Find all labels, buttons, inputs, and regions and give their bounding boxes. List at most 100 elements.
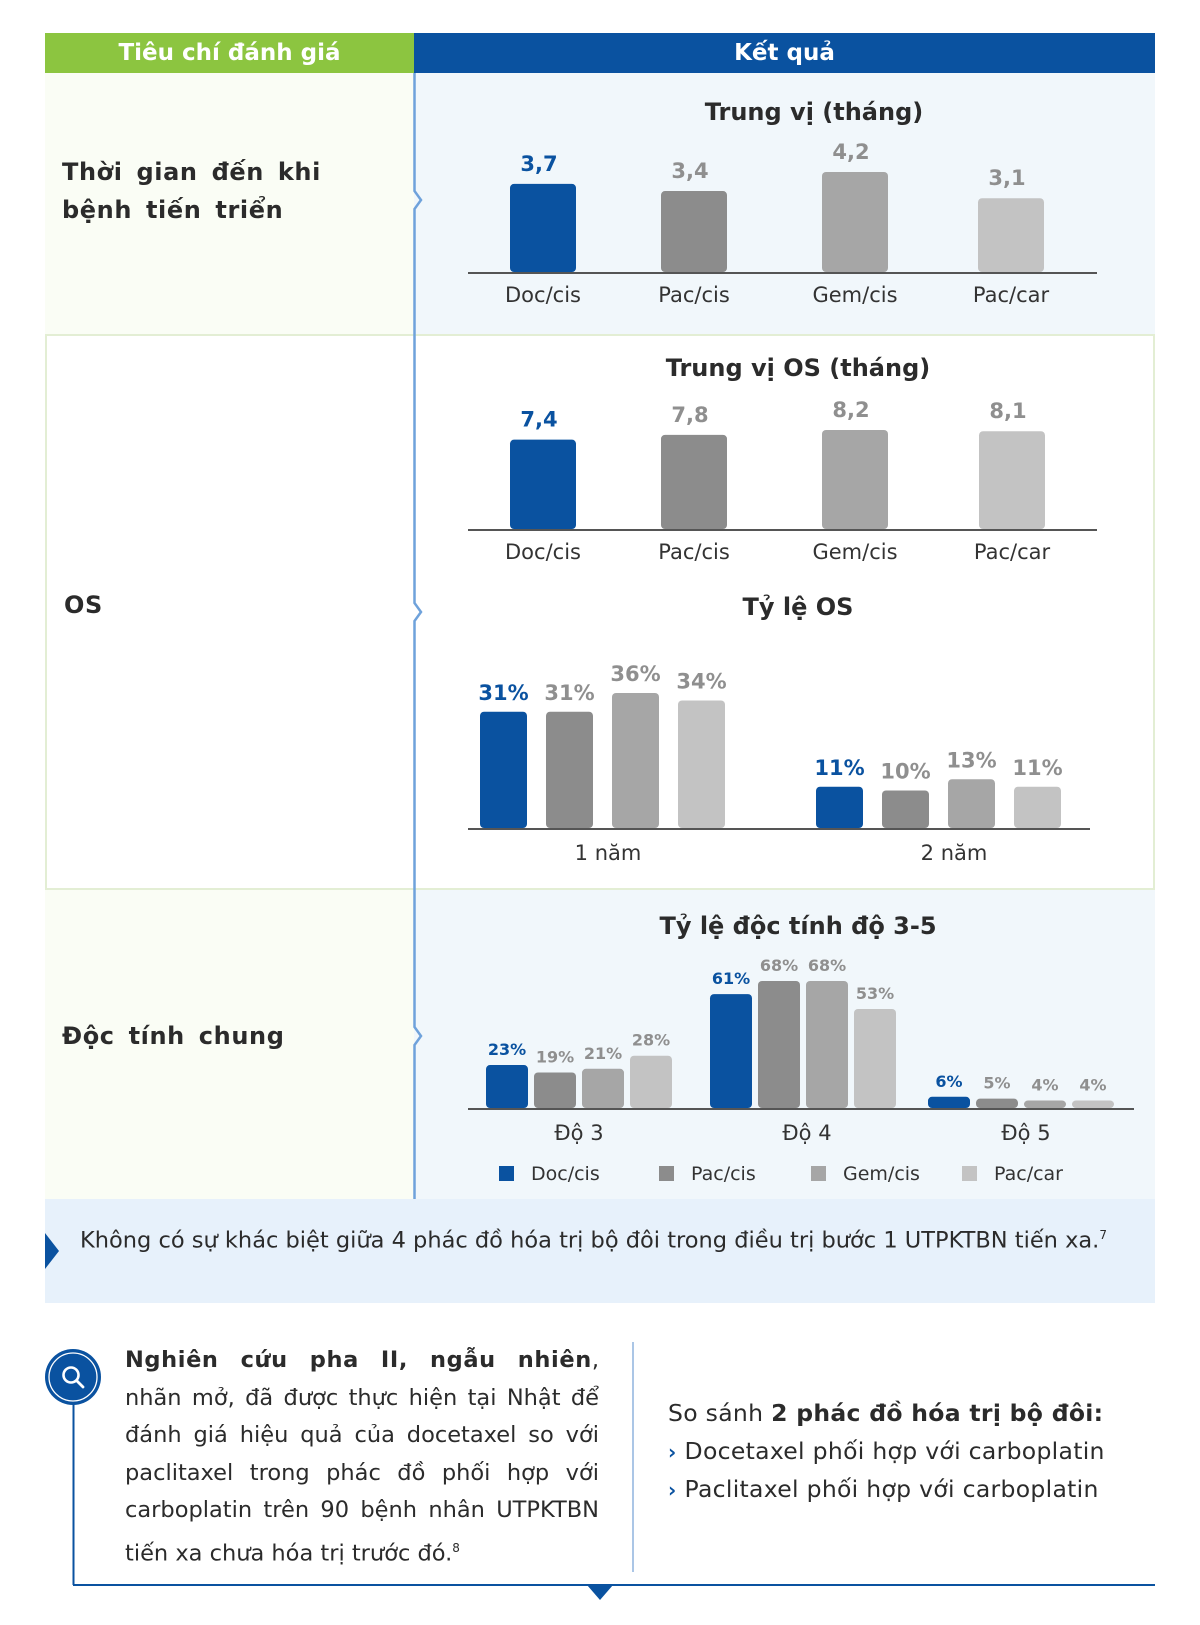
summary-text-body: Không có sự khác biệt giữa 4 phác đồ hóa… [80,1227,1100,1254]
x-tick-label: 1 năm [575,841,642,865]
chart-title: Trung vị OS (tháng) [666,354,931,382]
x-tick-label: Độ 4 [782,1121,831,1145]
chart-toxicity: Tỷ lệ độc tính độ 3-5 23% 19% 21% 28% Độ 3 61%… [468,912,1134,1185]
bar-doc-cis [510,439,576,529]
data-label: 3,1 [988,166,1025,190]
data-label: 8,2 [832,398,869,422]
data-label: 28% [632,1031,670,1050]
row-label-os: OS [64,591,103,619]
data-label: 6% [935,1072,962,1091]
compare-prefix: So sánh [668,1399,772,1427]
header-results: Kết quả [414,33,1155,73]
data-label: 31% [478,681,528,705]
data-label: 68% [808,956,846,975]
bar-gem-cis [806,981,848,1108]
bottom-arrow-icon [587,1585,613,1600]
legend-swatch [499,1166,514,1181]
x-tick-label: Doc/cis [505,540,581,564]
bar-pac-cis [534,1072,576,1108]
data-label: 61% [712,969,750,988]
data-label: 31% [544,681,594,705]
data-label: 10% [880,760,930,784]
chart-os-median: Trung vị OS (tháng) 7,4 Doc/cis 7,8 Pac/cis 8… [468,354,1097,564]
bar-pac-cis [661,434,727,529]
data-label: 7,8 [671,403,708,427]
bar-pac-car [630,1055,672,1108]
legend-swatch [811,1166,826,1181]
chart-title: Trung vị (tháng) [705,98,923,126]
row-ttp-result: Trung vị (tháng) 3,7 Doc/cis 3,4 Pac/cis 4,2 G… [414,73,1155,334]
legend-swatch [659,1166,674,1181]
study-title: Nghiên cứu pha II, ngẫu nhiên [125,1347,592,1373]
bar-pac-cis [661,191,727,272]
bar-pac-car [678,700,725,828]
row-toxicity-criteria: Độc tính chung [45,890,414,1199]
study-description: Nghiên cứu pha II, ngẫu nhiên, nhãn mở, … [125,1342,599,1573]
bar-gem-cis [612,693,659,828]
bar-gem-cis [582,1068,624,1108]
legend-label: Pac/car [994,1163,1063,1185]
row-toxicity-result: Tỷ lệ độc tính độ 3-5 23% 19% 21% 28% Độ 3 61%… [414,890,1155,1199]
legend-label: Doc/cis [531,1163,600,1185]
chart-ttp-median: Trung vị (tháng) 3,7 Doc/cis 3,4 Pac/cis 4,2 G… [468,98,1097,307]
x-tick-label: Pac/cis [658,540,730,564]
row-ttp-criteria: Thời gian đến khi bệnh tiến triển [45,73,414,334]
data-label: 3,4 [671,159,708,183]
compare-item-text: Paclitaxel phối hợp với carboplatin [684,1475,1099,1503]
compare-bold: 2 phác đồ hóa trị bộ đôi: [771,1399,1104,1427]
bar-pac-car [979,431,1045,529]
compare-heading: So sánh 2 phác đồ hóa trị bộ đôi: [668,1395,1105,1433]
chevron-right-icon: › [668,1439,677,1464]
bar-doc-cis [928,1096,970,1108]
data-label: 19% [536,1048,574,1067]
column-divider [413,73,423,1200]
data-label: 68% [760,956,798,975]
x-tick-label: Độ 3 [554,1121,603,1145]
x-tick-label: Pac/cis [658,283,730,307]
chart-title: Tỷ lệ độc tính độ 3-5 [659,912,936,940]
data-label: 21% [584,1044,622,1063]
compare-block: So sánh 2 phác đồ hóa trị bộ đôi: › Docet… [668,1395,1105,1510]
legend-label: Gem/cis [843,1163,920,1185]
bar-doc-cis [486,1065,528,1108]
bar-pac-car [978,198,1044,272]
x-tick-label: Pac/car [973,283,1050,307]
summary-text: Không có sự khác biệt giữa 4 phác đồ hóa… [80,1217,1137,1260]
x-tick-label: Gem/cis [812,540,897,564]
data-label: 23% [488,1040,526,1059]
row-os-criteria: OS [45,334,414,890]
study-frame [72,1342,1155,1600]
bar-pac-cis [882,790,929,828]
data-label: 3,7 [520,152,557,176]
summary-box: Không có sự khác biệt giữa 4 phác đồ hóa… [45,1199,1155,1303]
x-tick-label: Pac/car [974,540,1051,564]
data-label: 7,4 [520,408,557,432]
data-label: 4,2 [832,140,869,164]
bar-pac-cis [758,981,800,1108]
compare-item-text: Docetaxel phối hợp với carboplatin [684,1436,1105,1465]
compare-item: › Docetaxel phối hợp với carboplatin [668,1433,1105,1472]
data-label: 13% [946,748,996,772]
search-icon [44,1348,102,1406]
bar-pac-car [1072,1100,1114,1108]
data-label: 11% [814,756,864,780]
bar-gem-cis [1024,1100,1066,1108]
data-label: 4% [1031,1076,1058,1095]
x-tick-label: Doc/cis [505,283,581,307]
x-tick-label: 2 năm [921,841,988,865]
chevron-right-icon: › [668,1478,677,1502]
bar-pac-car [1014,786,1061,828]
bar-doc-cis [816,786,863,828]
bar-gem-cis [822,430,888,529]
legend-label: Pac/cis [691,1163,756,1185]
bar-gem-cis [948,779,995,828]
bar-pac-cis [976,1098,1018,1108]
bar-pac-car [854,1009,896,1108]
row-label-ttp: Thời gian đến khi bệnh tiến triển [62,158,321,224]
data-label: 11% [1012,756,1062,780]
data-label: 5% [983,1074,1010,1093]
x-tick-label: Gem/cis [812,283,897,307]
data-label: 36% [610,662,660,686]
data-label: 4% [1079,1076,1106,1095]
bar-pac-cis [546,711,593,828]
